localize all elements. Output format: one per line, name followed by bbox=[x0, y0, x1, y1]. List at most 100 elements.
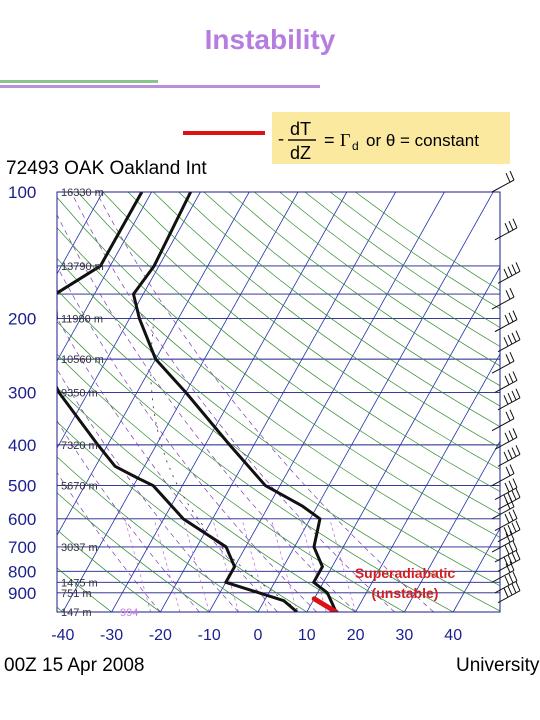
wind-barb bbox=[494, 509, 518, 532]
wind-barb-staff bbox=[491, 506, 515, 520]
wind-barb-feather bbox=[509, 287, 515, 298]
wind-barb bbox=[494, 310, 518, 333]
wind-barb-staff bbox=[497, 339, 521, 353]
wind-barb-feather bbox=[512, 509, 518, 519]
wind-barb-staff bbox=[491, 296, 515, 310]
temperature-tick-label: 30 bbox=[396, 627, 414, 644]
wind-barb-feather bbox=[505, 563, 511, 573]
superadiabatic-annotation: Superadiabatic bbox=[355, 565, 456, 581]
wind-barb-staff bbox=[497, 453, 521, 467]
wind-barb-feather bbox=[503, 268, 509, 279]
wind-barb-feather bbox=[505, 354, 511, 364]
wind-barb-feather bbox=[511, 552, 517, 562]
sounding-dewpoint-line bbox=[57, 192, 299, 612]
wind-barb bbox=[494, 428, 518, 450]
moist-adiabat bbox=[57, 420, 200, 612]
wind-barb-feather bbox=[509, 561, 515, 571]
dry-adiabat bbox=[279, 192, 500, 347]
wind-barb-feather bbox=[511, 390, 517, 401]
dry-adiabat bbox=[329, 192, 500, 310]
red-legend-line bbox=[183, 131, 265, 135]
formula-minus: - bbox=[278, 128, 284, 148]
pressure-tick-label: 200 bbox=[8, 309, 36, 328]
footer-source: University bbox=[456, 655, 540, 676]
wind-barb-feather bbox=[507, 554, 513, 564]
wind-barb-feather bbox=[515, 330, 521, 340]
dry-adiabat bbox=[57, 387, 356, 612]
wind-barb-feather bbox=[503, 527, 509, 537]
temperature-tick-label: -40 bbox=[51, 627, 74, 644]
wind-barb-feather bbox=[503, 556, 509, 567]
formula-dZ: dZ bbox=[290, 143, 311, 163]
wind-barb-feather bbox=[509, 409, 515, 419]
pressure-tick-label: 700 bbox=[8, 538, 36, 557]
temperature-tick-label: 40 bbox=[444, 627, 462, 644]
wind-barb-feather bbox=[511, 522, 517, 533]
temperature-tick-label: -30 bbox=[100, 627, 123, 644]
formula-dT: dT bbox=[290, 119, 311, 139]
wind-barb-feather bbox=[505, 411, 511, 422]
wind-barb-feather bbox=[504, 513, 510, 524]
wind-barb-feather bbox=[508, 220, 514, 231]
wind-barb-feather bbox=[505, 290, 511, 300]
wind-barb bbox=[491, 464, 515, 487]
wind-barb-staff bbox=[491, 569, 515, 583]
mixing-ratio-line bbox=[241, 518, 269, 612]
wind-barb-feather bbox=[509, 170, 515, 181]
mixing-ratio-line bbox=[300, 518, 327, 612]
wind-barb-feather bbox=[508, 542, 514, 553]
dry-adiabat bbox=[57, 321, 454, 612]
wind-barb bbox=[497, 330, 521, 353]
wind-barb-feather bbox=[515, 388, 521, 398]
wind-barb-feather bbox=[511, 447, 517, 457]
isotherm-line bbox=[502, 192, 540, 612]
isotherm-line bbox=[404, 440, 500, 612]
superadiabatic-highlight bbox=[311, 596, 339, 612]
height-tick-label: 10560 m bbox=[61, 354, 104, 366]
isotherm-line bbox=[57, 192, 152, 362]
wind-barb bbox=[494, 371, 518, 393]
pressure-tick-label: 400 bbox=[8, 436, 36, 455]
wind-barb-feather bbox=[507, 334, 513, 345]
wind-barb bbox=[491, 287, 515, 310]
pressure-tick-label: 600 bbox=[8, 510, 36, 529]
wind-barb-staff bbox=[497, 397, 521, 411]
wind-barb-feather bbox=[507, 585, 513, 596]
isotherm-line bbox=[62, 192, 299, 612]
pressure-tick-label: 100 bbox=[8, 183, 36, 202]
height-tick-label: 16330 m bbox=[61, 187, 104, 199]
dry-adiabat bbox=[57, 456, 259, 612]
wind-barb-feather bbox=[504, 223, 510, 233]
pressure-tick-label: 300 bbox=[8, 383, 36, 402]
isotherm-line bbox=[452, 527, 500, 612]
dry-adiabat bbox=[254, 192, 500, 367]
wind-barb-staff bbox=[491, 179, 515, 193]
height-tick-label: 11980 m bbox=[61, 313, 103, 325]
title-underline-green bbox=[0, 80, 158, 83]
wind-barb-feather bbox=[504, 482, 510, 493]
wind-barb-feather bbox=[509, 530, 515, 541]
wind-barb-feather bbox=[509, 351, 515, 362]
wind-barb-feather bbox=[503, 395, 509, 405]
superadiabatic-annotation: (unstable) bbox=[372, 585, 439, 601]
height-tick-label: 13790 m bbox=[61, 261, 104, 273]
wind-barb-feather bbox=[505, 466, 511, 476]
wind-barb-feather bbox=[505, 533, 511, 543]
wind-barb-feather bbox=[508, 312, 514, 323]
wind-barb bbox=[497, 445, 521, 467]
surface-pressure-label: 994 bbox=[120, 607, 138, 619]
wind-barb bbox=[497, 388, 521, 411]
mixing-ratio-line bbox=[270, 518, 298, 612]
isotherm-line bbox=[355, 353, 500, 612]
wind-barb-feather bbox=[507, 266, 513, 276]
dry-adiabat bbox=[57, 227, 500, 562]
reference-dotted-line bbox=[150, 318, 303, 612]
wind-barb-feather bbox=[504, 575, 510, 586]
wind-barb-staff bbox=[494, 227, 518, 241]
wind-barb-feather bbox=[507, 449, 513, 459]
wind-barb bbox=[494, 478, 518, 501]
wind-barb-feather bbox=[515, 550, 521, 560]
slide-title: Instability bbox=[204, 24, 336, 55]
moist-adiabat bbox=[57, 471, 161, 612]
